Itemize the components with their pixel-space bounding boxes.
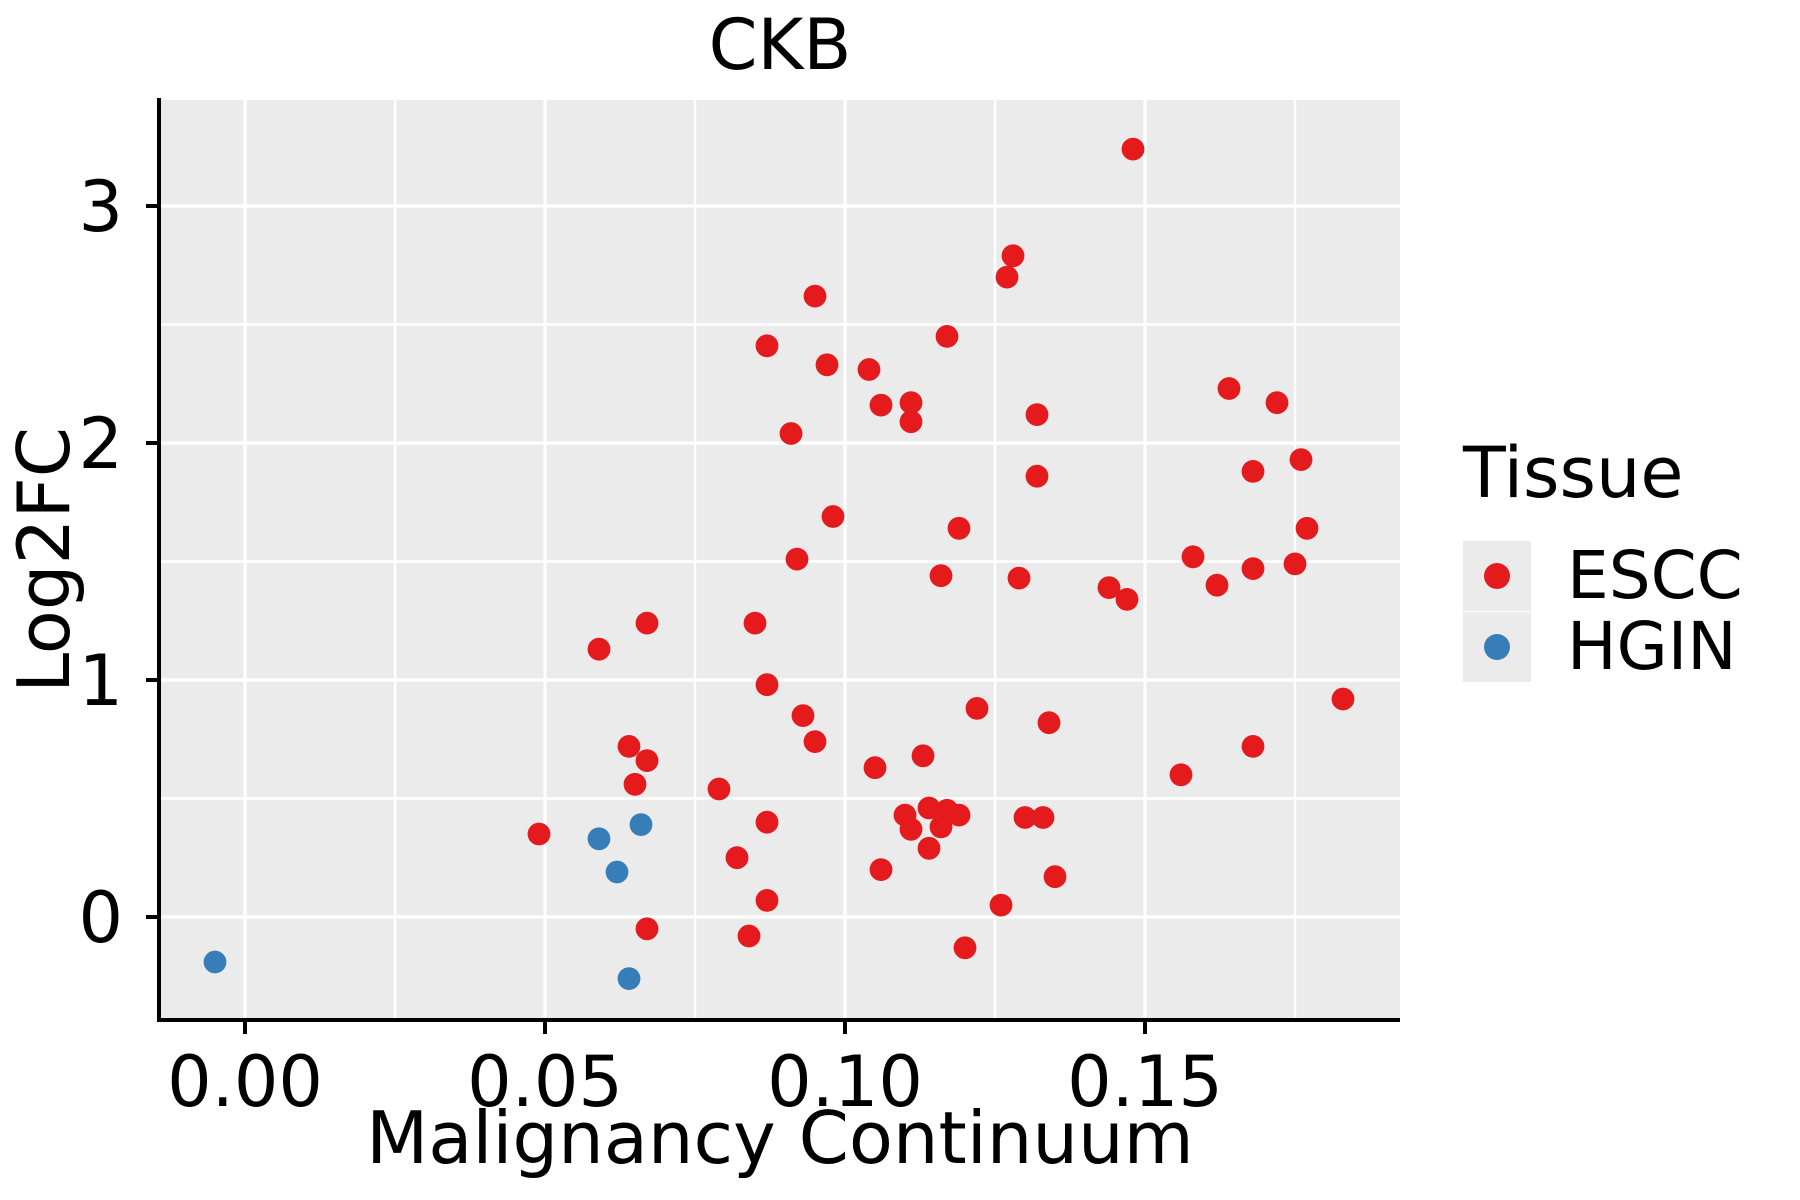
data-point-escc — [1043, 865, 1067, 889]
data-point-escc — [1001, 244, 1025, 268]
escc-point-icon — [1484, 562, 1510, 589]
legend-items: ESCC HGIN — [1463, 540, 1743, 682]
data-point-escc — [635, 917, 659, 941]
data-point-escc — [911, 744, 935, 768]
data-point-escc — [989, 893, 1013, 917]
legend-title: Tissue — [1463, 432, 1684, 514]
data-point-escc — [1025, 464, 1049, 488]
data-point-escc — [1097, 576, 1121, 599]
legend-item-escc: ESCC — [1463, 540, 1743, 611]
x-tick-label: 0.15 — [1067, 1041, 1223, 1123]
hgin-point-icon — [1484, 633, 1510, 660]
x-axis-title: Malignancy Continuum — [366, 1096, 1194, 1180]
plot-title: CKB — [708, 4, 852, 86]
data-point-escc — [929, 815, 953, 839]
data-point-escc — [863, 756, 887, 780]
data-point-escc — [1013, 806, 1037, 829]
data-point-escc — [947, 516, 971, 540]
data-point-escc — [1241, 460, 1265, 483]
data-point-escc — [755, 673, 779, 697]
data-point-escc — [755, 889, 779, 912]
data-point-escc — [1283, 552, 1307, 576]
data-point-escc — [587, 637, 611, 661]
data-point-escc — [1265, 391, 1289, 415]
data-point-escc — [935, 325, 959, 348]
data-point-escc — [617, 735, 641, 758]
data-point-escc — [527, 822, 551, 846]
data-point-escc — [1121, 137, 1145, 161]
data-point-escc — [1295, 516, 1319, 540]
data-point-escc — [917, 836, 941, 860]
data-point-escc — [1241, 557, 1265, 580]
legend-label-escc: ESCC — [1567, 536, 1743, 614]
data-point-hgin — [587, 827, 611, 851]
x-tick-label: 0.10 — [767, 1041, 923, 1123]
legend-key-escc — [1463, 540, 1531, 611]
data-point-escc — [635, 749, 659, 772]
data-point-hgin — [605, 860, 629, 884]
data-point-escc — [1037, 711, 1061, 735]
data-point-escc — [869, 393, 893, 417]
data-point-escc — [1031, 806, 1055, 829]
x-tick-label: 0.05 — [467, 1041, 623, 1123]
data-point-escc — [1331, 687, 1355, 711]
data-point-escc — [743, 611, 767, 635]
data-point-escc — [929, 564, 953, 588]
data-point-hgin — [629, 813, 653, 836]
data-point-escc — [635, 611, 659, 635]
data-point-escc — [965, 697, 989, 720]
legend: Tissue ESCC HGIN — [1463, 436, 1743, 682]
legend-item-hgin: HGIN — [1463, 611, 1743, 682]
data-point-escc — [899, 817, 923, 841]
y-tick-label: 1 — [78, 640, 123, 722]
data-point-escc — [803, 730, 827, 753]
data-point-escc — [1217, 377, 1241, 400]
data-point-escc — [803, 284, 827, 308]
y-tick-label: 2 — [78, 403, 123, 485]
data-point-hgin — [203, 950, 227, 974]
data-point-escc — [857, 358, 881, 381]
data-point-escc — [947, 803, 971, 827]
data-point-escc — [707, 777, 731, 801]
data-point-escc — [1115, 588, 1139, 611]
legend-label-hgin: HGIN — [1567, 607, 1737, 685]
data-point-escc — [791, 704, 815, 727]
legend-key-hgin — [1463, 611, 1531, 682]
data-point-hgin — [617, 967, 641, 990]
data-point-escc — [869, 858, 893, 881]
data-point-escc — [755, 334, 779, 358]
data-point-escc — [995, 265, 1019, 289]
data-point-escc — [755, 810, 779, 834]
y-tick-label: 0 — [78, 877, 123, 959]
data-point-escc — [623, 772, 647, 796]
data-point-escc — [899, 391, 923, 415]
data-point-escc — [1025, 403, 1049, 426]
plot-panel — [160, 100, 1400, 1019]
data-point-escc — [737, 924, 761, 948]
data-point-escc — [1169, 763, 1193, 787]
data-point-escc — [1289, 448, 1313, 471]
data-point-escc — [725, 846, 749, 870]
y-axis-title: Log2FC — [2, 426, 86, 694]
y-tick-label: 3 — [78, 166, 123, 248]
data-point-escc — [1181, 545, 1205, 569]
x-tick-label: 0.00 — [167, 1041, 323, 1123]
data-point-escc — [779, 422, 803, 445]
data-point-escc — [953, 936, 977, 960]
data-point-escc — [815, 353, 839, 377]
data-point-escc — [899, 410, 923, 434]
data-point-escc — [1007, 566, 1031, 590]
data-point-escc — [1241, 735, 1265, 758]
data-point-escc — [821, 505, 845, 528]
data-point-escc — [785, 547, 809, 571]
data-point-escc — [1205, 573, 1229, 597]
data-point-escc — [917, 796, 941, 820]
